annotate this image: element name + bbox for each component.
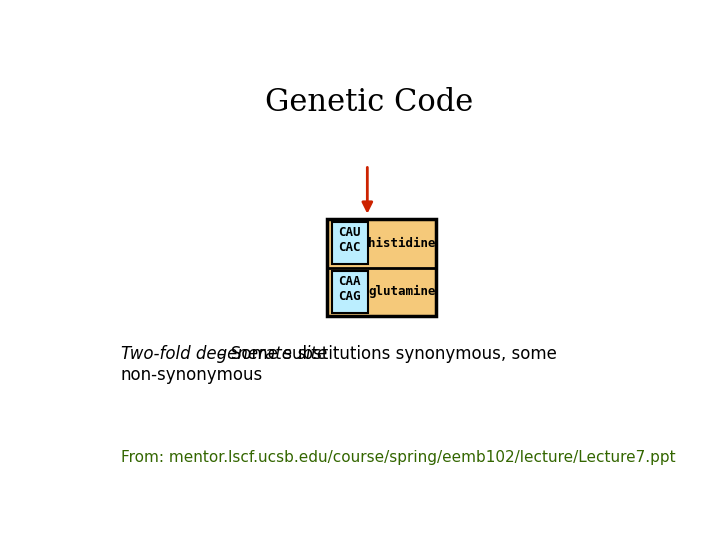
Text: CAC: CAC: [338, 241, 361, 254]
Text: Two-fold degenerate site: Two-fold degenerate site: [121, 345, 327, 363]
Text: CAG: CAG: [338, 289, 361, 302]
Bar: [332, 222, 368, 264]
Text: non-synonymous: non-synonymous: [121, 366, 263, 383]
Text: CAU: CAU: [338, 226, 361, 239]
Text: Genetic Code: Genetic Code: [265, 87, 473, 118]
Text: CAA: CAA: [338, 275, 361, 288]
Text: histidine: histidine: [368, 237, 436, 249]
Bar: [327, 219, 436, 316]
Text: From: mentor.lscf.ucsb.edu/course/spring/eemb102/lecture/Lecture7.ppt: From: mentor.lscf.ucsb.edu/course/spring…: [121, 450, 675, 465]
Text: – Some substitutions synonymous, some: – Some substitutions synonymous, some: [212, 345, 557, 363]
Bar: [332, 271, 368, 313]
Text: glutamine: glutamine: [368, 286, 436, 299]
